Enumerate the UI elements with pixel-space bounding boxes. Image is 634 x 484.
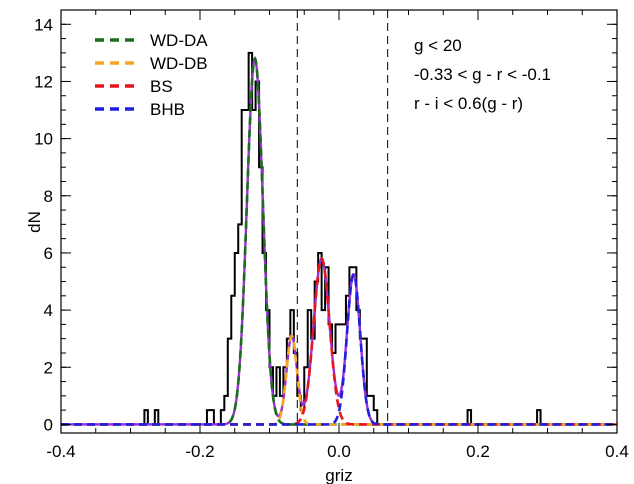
total-fit-curve [61, 56, 617, 426]
x-tick-label: 0.0 [327, 442, 351, 461]
legend-label: BS [150, 77, 173, 96]
y-tick-label: 0 [44, 415, 53, 434]
y-axis-label: dN [25, 211, 44, 233]
legend: WD-DA WD-DB BS BHB [95, 31, 208, 119]
curve-bhb [61, 272, 617, 426]
curve-wd-da [61, 56, 617, 426]
y-tick-label: 6 [44, 244, 53, 263]
annotation-text-3: r - i < 0.6(g - r) [414, 94, 523, 113]
curve-bs [61, 257, 617, 426]
legend-item-wd-db: WD-DB [95, 54, 208, 73]
legend-label: WD-DB [150, 54, 208, 73]
legend-label: BHB [150, 100, 185, 119]
annotations: g < 20 -0.33 < g - r < -0.1 r - i < 0.6(g … [414, 36, 551, 113]
y-tick-label: 12 [34, 72, 53, 91]
y-tick-label: 14 [34, 15, 53, 34]
legend-item-bs: BS [95, 77, 173, 96]
x-axis-label: griz [325, 466, 352, 484]
histogram-step-line [61, 51, 617, 426]
x-tick-label: -0.2 [185, 442, 214, 461]
x-tick-label: 0.4 [605, 442, 629, 461]
x-tick-label: -0.4 [46, 442, 75, 461]
model-curves [61, 56, 617, 426]
axes: -0.4 -0.2 0.0 0.2 0.4 0 2 4 6 8 10 12 14 [34, 9, 629, 461]
legend-item-bhb: BHB [95, 100, 185, 119]
vertical-reference-lines [296, 10, 389, 433]
legend-item-wd-da: WD-DA [95, 31, 208, 50]
legend-label: WD-DA [150, 31, 208, 50]
histogram [61, 51, 617, 426]
y-tick-label: 4 [44, 301, 53, 320]
y-tick-label: 8 [44, 187, 53, 206]
x-tick-label: 0.2 [466, 442, 490, 461]
annotation-text-1: g < 20 [414, 36, 462, 55]
y-tick-label: 2 [44, 358, 53, 377]
y-tick-label: 10 [34, 130, 53, 149]
annotation-text-2: -0.33 < g - r < -0.1 [414, 65, 551, 84]
